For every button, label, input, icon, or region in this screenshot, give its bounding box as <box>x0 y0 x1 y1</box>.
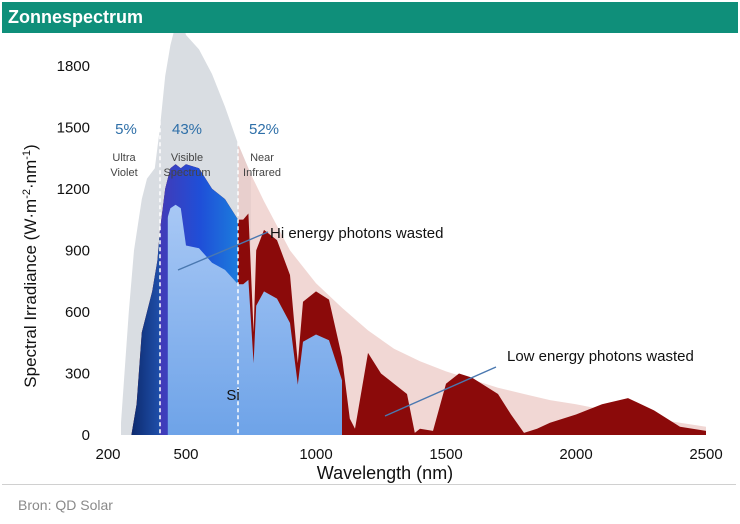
solar-spectrum-chart: 5% Ultra Violet 43% Visible Spectrum 52%… <box>21 33 723 483</box>
silicon-absorbed-area <box>167 204 342 435</box>
uv-spectrum-area <box>131 229 160 435</box>
si-label: Si <box>226 387 239 404</box>
ytick-1200: 1200 <box>57 181 90 198</box>
uv-label-line2: Violet <box>110 167 137 179</box>
visible-percent: 43% <box>172 121 202 138</box>
ir-percent: 52% <box>249 121 279 138</box>
x-axis-title: Wavelength (nm) <box>317 463 453 483</box>
ytick-900: 900 <box>65 242 90 259</box>
xtick-1000: 1000 <box>299 446 332 463</box>
header-bar: Zonnespectrum <box>2 2 738 33</box>
ytick-0: 0 <box>82 427 90 444</box>
low-energy-annotation: Low energy photons wasted <box>507 348 694 365</box>
xtick-2500: 2500 <box>689 446 722 463</box>
ytick-1500: 1500 <box>57 119 90 136</box>
source-credit: Bron: QD Solar <box>18 497 113 513</box>
hi-energy-pointer <box>177 231 269 271</box>
footer-divider <box>2 484 736 485</box>
y-axis-title-end: ) <box>21 144 40 150</box>
y-axis-title-sup2: -1 <box>21 150 33 160</box>
ir-label-line1: Near <box>250 152 274 164</box>
y-axis-title-base: Spectral Irradiance (W·m <box>21 199 40 388</box>
page-title: Zonnespectrum <box>8 7 144 27</box>
y-axis-title-mid: ·nm <box>21 160 40 189</box>
xtick-2000: 2000 <box>559 446 592 463</box>
ir-label-line2: Infrared <box>243 167 281 179</box>
xtick-200: 200 <box>95 446 120 463</box>
uv-percent: 5% <box>115 121 137 138</box>
ytick-300: 300 <box>65 366 90 383</box>
y-axis-title-sup1: -2 <box>21 189 33 199</box>
uv-label-line1: Ultra <box>112 152 136 164</box>
xtick-500: 500 <box>173 446 198 463</box>
hi-energy-annotation: Hi energy photons wasted <box>270 225 443 242</box>
xtick-1500: 1500 <box>429 446 462 463</box>
low-energy-pointer <box>384 366 497 417</box>
ytick-1800: 1800 <box>57 58 90 75</box>
extraterrestrial-ir-area <box>238 143 706 435</box>
ytick-600: 600 <box>65 304 90 321</box>
visible-label-line1: Visible <box>171 152 203 164</box>
visible-label-line2: Spectrum <box>163 167 210 179</box>
y-axis-title: Spectral Irradiance (W·m-2·nm-1) <box>21 144 40 387</box>
